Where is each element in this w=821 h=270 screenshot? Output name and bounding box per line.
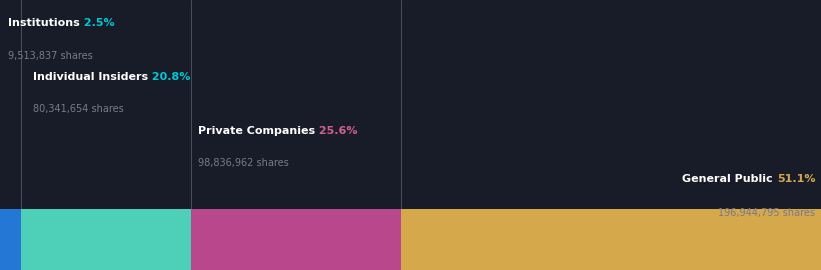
Text: 196,944,795 shares: 196,944,795 shares [718,208,815,218]
Text: 25.6%: 25.6% [315,126,357,136]
Text: 2.5%: 2.5% [80,18,115,28]
Text: 98,836,962 shares: 98,836,962 shares [198,158,289,168]
Bar [191,209,401,270]
Text: Private Companies: Private Companies [198,126,315,136]
Bar [21,209,191,270]
Bar [401,209,821,270]
Text: 80,341,654 shares: 80,341,654 shares [33,104,124,114]
Text: 20.8%: 20.8% [148,72,190,82]
Text: General Public: General Public [682,174,777,184]
Text: 9,513,837 shares: 9,513,837 shares [8,51,93,61]
Text: Institutions: Institutions [8,18,80,28]
Text: Individual Insiders: Individual Insiders [33,72,148,82]
Text: 51.1%: 51.1% [777,174,815,184]
Bar [0,209,21,270]
